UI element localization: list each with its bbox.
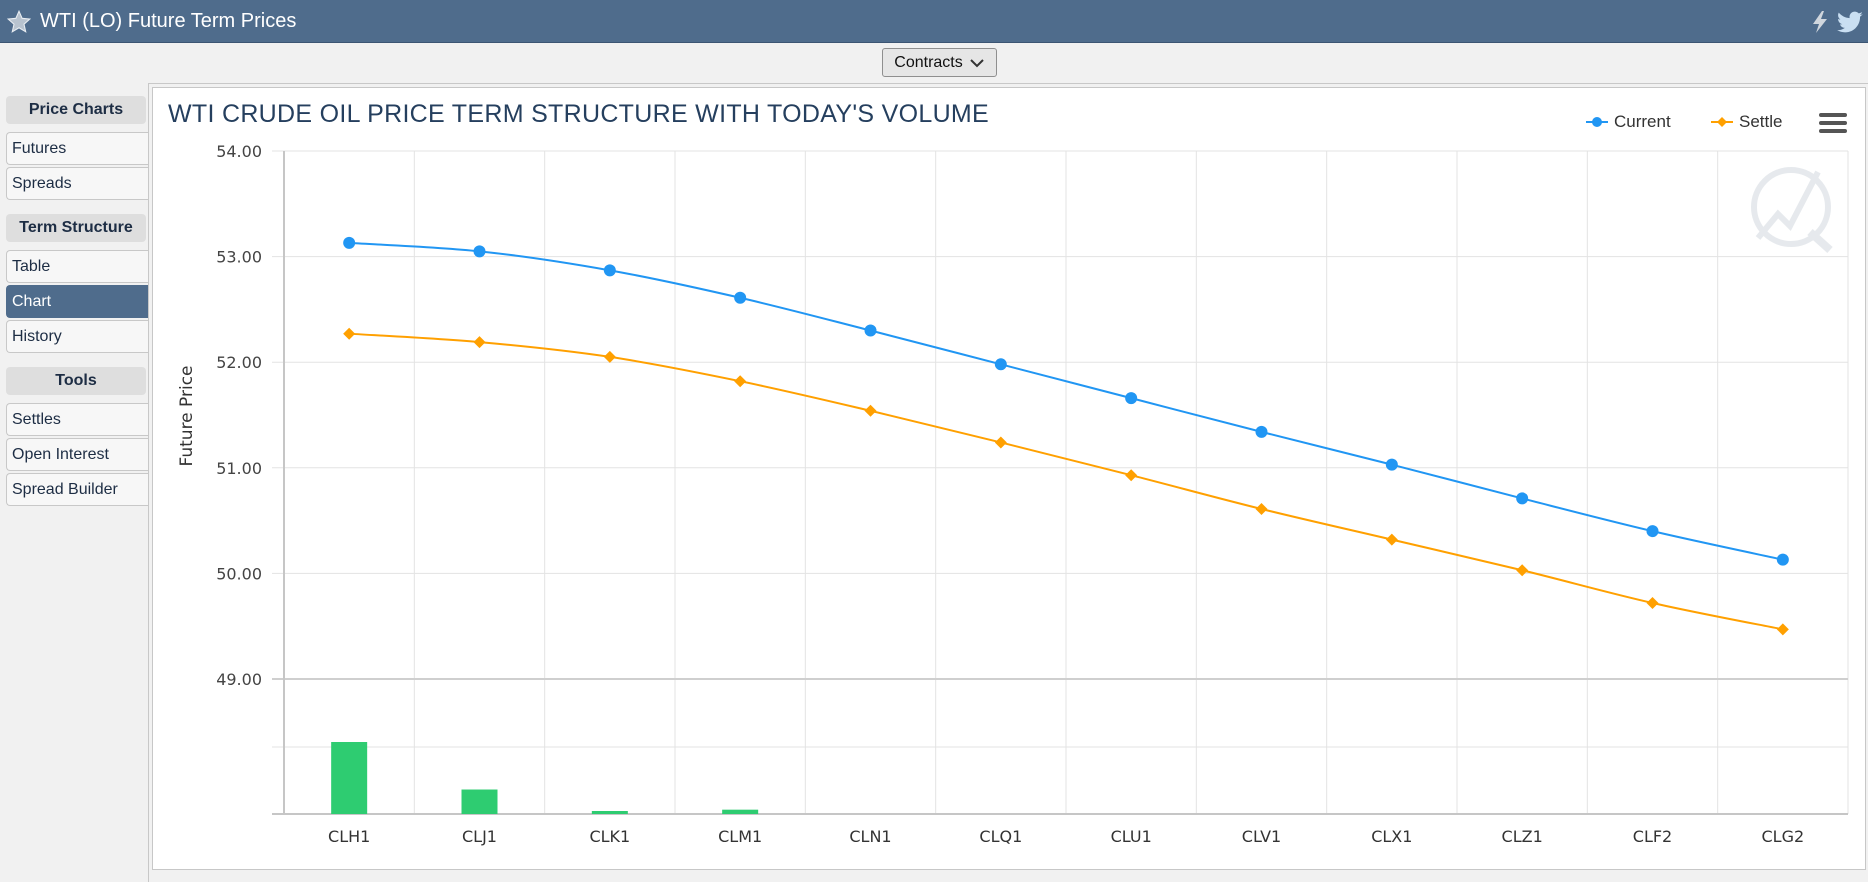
- sidebar-heading-price-charts: Price Charts: [6, 96, 146, 124]
- point-settle[interactable]: [1776, 623, 1789, 636]
- legend-settle-marker: [1711, 117, 1733, 127]
- page-title: WTI (LO) Future Term Prices: [40, 10, 297, 32]
- x-tick-label: CLZ1: [1502, 827, 1543, 846]
- point-current[interactable]: [1385, 458, 1398, 471]
- point-settle[interactable]: [1255, 502, 1268, 515]
- y-tick-label: 52.00: [216, 353, 262, 372]
- point-current[interactable]: [864, 324, 877, 337]
- volume-bars: [331, 742, 759, 814]
- point-current[interactable]: [343, 236, 356, 249]
- twitter-icon[interactable]: [1836, 11, 1864, 35]
- series-line-settle: [349, 332, 1784, 631]
- sidebar-item-spread-builder[interactable]: Spread Builder: [6, 473, 148, 506]
- point-settle[interactable]: [1516, 564, 1529, 577]
- x-tick-label: CLV1: [1242, 827, 1281, 846]
- point-settle[interactable]: [343, 327, 356, 340]
- point-current[interactable]: [1776, 553, 1789, 566]
- series-line-current: [349, 241, 1784, 561]
- x-tick-label: CLM1: [718, 827, 762, 846]
- y-axis-ticks: 54.00 53.00 52.00 51.00 50.00 49.00: [216, 142, 262, 689]
- title-bar: WTI (LO) Future Term Prices: [0, 0, 1868, 43]
- chart-panel: [152, 87, 1866, 870]
- sidebar-heading-term-structure: Term Structure: [6, 214, 146, 242]
- x-axis-ticks: CLH1 CLJ1 CLK1 CLM1 CLN1 CLQ1 CLU1 CLV1 CLX1 CLZ1…: [328, 827, 1804, 846]
- point-settle[interactable]: [1125, 469, 1138, 482]
- point-settle[interactable]: [1385, 533, 1398, 546]
- y-tick-label: 50.00: [216, 564, 262, 583]
- chart-title: WTI CRUDE OIL PRICE TERM STRUCTURE WITH …: [168, 100, 990, 128]
- point-current[interactable]: [603, 264, 616, 277]
- x-tick-label: CLX1: [1371, 827, 1412, 846]
- volume-bar[interactable]: [461, 789, 498, 814]
- point-current[interactable]: [1255, 425, 1268, 438]
- point-settle[interactable]: [603, 350, 616, 363]
- volume-bar[interactable]: [591, 811, 628, 814]
- y-tick-label: 51.00: [216, 459, 262, 478]
- legend-current-marker: [1586, 117, 1608, 127]
- x-tick-label: CLG2: [1761, 827, 1804, 846]
- legend-current-label: Current: [1614, 112, 1671, 131]
- y-tick-label: 53.00: [216, 248, 262, 267]
- x-tick-label: CLH1: [328, 827, 370, 846]
- point-settle[interactable]: [1646, 596, 1659, 609]
- volume-bar[interactable]: [722, 809, 759, 814]
- point-current[interactable]: [1646, 525, 1659, 538]
- x-tick-label: CLK1: [589, 827, 630, 846]
- series-lines: [349, 241, 1784, 631]
- point-current[interactable]: [994, 358, 1007, 371]
- point-settle[interactable]: [994, 436, 1007, 449]
- lightning-icon[interactable]: [1810, 10, 1830, 34]
- legend-settle-label: Settle: [1739, 112, 1783, 131]
- x-tick-label: CLN1: [849, 827, 891, 846]
- y-tick-label: 49.00: [216, 670, 262, 689]
- legend-settle[interactable]: Settle: [1711, 112, 1782, 132]
- chevron-down-icon: [970, 58, 984, 67]
- y-axis-label: Future Price: [177, 365, 197, 466]
- volume-bar[interactable]: [331, 742, 368, 814]
- series-markers: [343, 236, 1789, 636]
- x-tick-label: CLF2: [1633, 827, 1672, 846]
- sidebar-item-spreads[interactable]: Spreads: [6, 167, 148, 200]
- x-tick-label: CLJ1: [462, 827, 497, 846]
- grid: [272, 150, 1849, 815]
- contracts-label: Contracts: [894, 53, 963, 71]
- point-current[interactable]: [734, 291, 747, 304]
- point-settle[interactable]: [864, 404, 877, 417]
- point-current[interactable]: [473, 245, 486, 258]
- sidebar: Price Charts Futures Spreads Term Struct…: [6, 96, 148, 506]
- star-icon[interactable]: [6, 9, 32, 35]
- sidebar-item-settles[interactable]: Settles: [6, 403, 148, 436]
- sidebar-item-futures[interactable]: Futures: [6, 132, 148, 165]
- x-tick-label: CLU1: [1111, 827, 1152, 846]
- hamburger-menu-icon[interactable]: [1819, 112, 1847, 134]
- y-tick-label: 54.00: [216, 142, 262, 161]
- contracts-dropdown[interactable]: Contracts: [882, 48, 997, 77]
- x-tick-label: CLQ1: [979, 827, 1022, 846]
- point-settle[interactable]: [473, 336, 486, 349]
- point-current[interactable]: [1125, 392, 1138, 405]
- point-settle[interactable]: [734, 375, 747, 388]
- sidebar-heading-tools: Tools: [6, 367, 146, 395]
- sidebar-item-open-interest[interactable]: Open Interest: [6, 438, 148, 471]
- sidebar-item-chart[interactable]: Chart: [6, 285, 148, 318]
- logo-watermark: [1751, 167, 1833, 253]
- sidebar-item-history[interactable]: History: [6, 320, 148, 353]
- point-current[interactable]: [1516, 492, 1529, 505]
- sidebar-item-table[interactable]: Table: [6, 250, 148, 283]
- legend-current[interactable]: Current: [1586, 112, 1671, 132]
